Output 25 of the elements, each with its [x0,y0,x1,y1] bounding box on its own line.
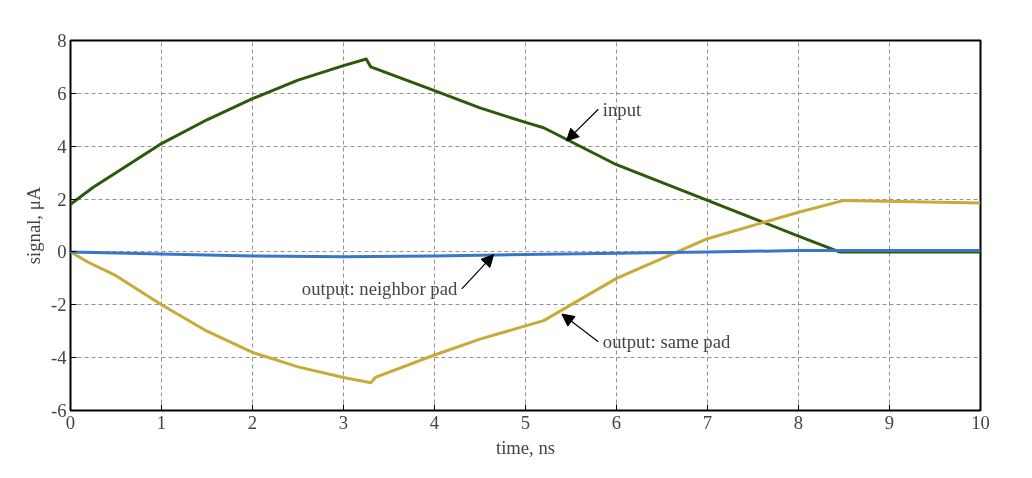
x-tick-label: 8 [793,411,804,433]
y-tick-label: 6 [57,82,67,104]
y-tick-label: 8 [57,30,67,51]
y-tick-label: 0 [57,241,67,263]
x-tick-label: 5 [520,411,531,433]
y-tick-label: 4 [57,135,68,157]
annotation: output: same pad [602,331,731,353]
x-tick-label: 3 [338,411,349,433]
y-tick-label: -2 [50,294,67,316]
annotation: input [602,98,643,120]
y-tick-label: -6 [50,400,67,421]
x-axis-title: time, ns [495,436,556,458]
y-axis-title: signal, μA [22,186,44,265]
x-tick-label: 9 [884,411,895,433]
x-tick-label: 1 [156,411,167,433]
x-tick-label: 6 [611,411,622,433]
y-tick-label: 2 [57,188,67,210]
line-series [70,198,981,385]
x-tick-label: 4 [429,411,440,433]
x-tick-label: 7 [702,411,713,433]
line-series [70,249,981,259]
annotation: output: neighbor pad [301,278,458,300]
y-tick-label: -4 [50,347,68,369]
x-tick-label: 2 [247,411,258,433]
x-tick-label: 10 [971,411,990,433]
